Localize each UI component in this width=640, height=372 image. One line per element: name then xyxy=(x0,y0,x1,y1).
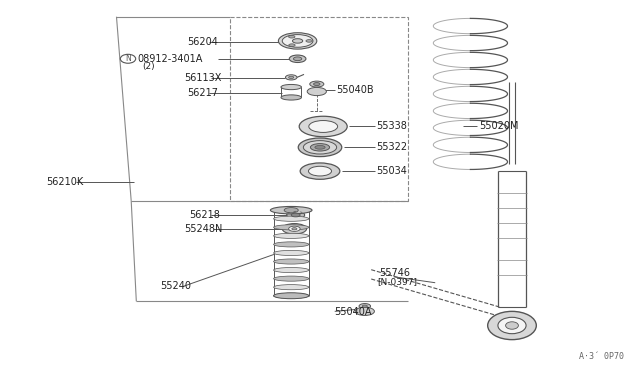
Text: [N-0397]: [N-0397] xyxy=(378,277,417,286)
Ellipse shape xyxy=(274,250,309,256)
Ellipse shape xyxy=(310,81,324,87)
Ellipse shape xyxy=(274,233,309,238)
Ellipse shape xyxy=(310,144,330,151)
Ellipse shape xyxy=(285,75,297,80)
Ellipse shape xyxy=(289,226,300,231)
Ellipse shape xyxy=(300,116,347,137)
Ellipse shape xyxy=(284,208,298,213)
Ellipse shape xyxy=(309,121,338,132)
Ellipse shape xyxy=(293,57,302,61)
Ellipse shape xyxy=(274,285,309,290)
Circle shape xyxy=(506,322,518,329)
Ellipse shape xyxy=(274,276,309,281)
Ellipse shape xyxy=(308,166,332,176)
Text: 56210K: 56210K xyxy=(46,177,83,187)
Text: 55248N: 55248N xyxy=(184,224,223,234)
Ellipse shape xyxy=(289,44,295,46)
Ellipse shape xyxy=(359,304,371,309)
Ellipse shape xyxy=(292,39,303,43)
Ellipse shape xyxy=(270,206,312,214)
Ellipse shape xyxy=(314,83,320,86)
Circle shape xyxy=(488,311,536,340)
Ellipse shape xyxy=(289,55,306,62)
Ellipse shape xyxy=(274,225,309,230)
Ellipse shape xyxy=(282,224,307,234)
Ellipse shape xyxy=(274,242,309,247)
Ellipse shape xyxy=(298,138,342,157)
Ellipse shape xyxy=(355,307,374,315)
Ellipse shape xyxy=(274,216,309,221)
Text: 55338: 55338 xyxy=(376,122,407,131)
Ellipse shape xyxy=(274,293,309,299)
Text: 55322: 55322 xyxy=(376,142,408,152)
Text: 55020M: 55020M xyxy=(479,122,518,131)
Ellipse shape xyxy=(281,84,301,90)
Ellipse shape xyxy=(278,33,317,49)
Text: (2): (2) xyxy=(142,62,155,71)
Ellipse shape xyxy=(289,35,295,38)
Ellipse shape xyxy=(315,145,325,149)
Ellipse shape xyxy=(307,87,326,96)
Text: 55040A: 55040A xyxy=(334,308,372,317)
Ellipse shape xyxy=(300,163,340,179)
Text: 55040B: 55040B xyxy=(336,86,374,95)
Ellipse shape xyxy=(287,211,305,219)
Ellipse shape xyxy=(282,35,313,47)
Circle shape xyxy=(498,317,526,334)
Ellipse shape xyxy=(303,141,337,154)
Ellipse shape xyxy=(274,259,309,264)
Text: 56218: 56218 xyxy=(189,210,220,220)
Ellipse shape xyxy=(281,95,301,100)
Text: N: N xyxy=(125,54,131,63)
Text: 08912-3401A: 08912-3401A xyxy=(138,54,203,64)
Ellipse shape xyxy=(306,39,312,42)
Text: 55034: 55034 xyxy=(376,166,407,176)
Ellipse shape xyxy=(274,267,309,273)
Text: A·3´ 0P70: A·3´ 0P70 xyxy=(579,352,624,361)
Ellipse shape xyxy=(292,228,297,230)
Ellipse shape xyxy=(274,293,309,298)
Text: 56113X: 56113X xyxy=(184,73,221,83)
Text: 56217: 56217 xyxy=(187,88,218,98)
Text: 55240: 55240 xyxy=(160,282,191,291)
Ellipse shape xyxy=(289,76,294,78)
Ellipse shape xyxy=(291,213,300,217)
Text: 55746: 55746 xyxy=(380,269,410,278)
Text: 56204: 56204 xyxy=(188,37,218,47)
Ellipse shape xyxy=(362,305,367,307)
